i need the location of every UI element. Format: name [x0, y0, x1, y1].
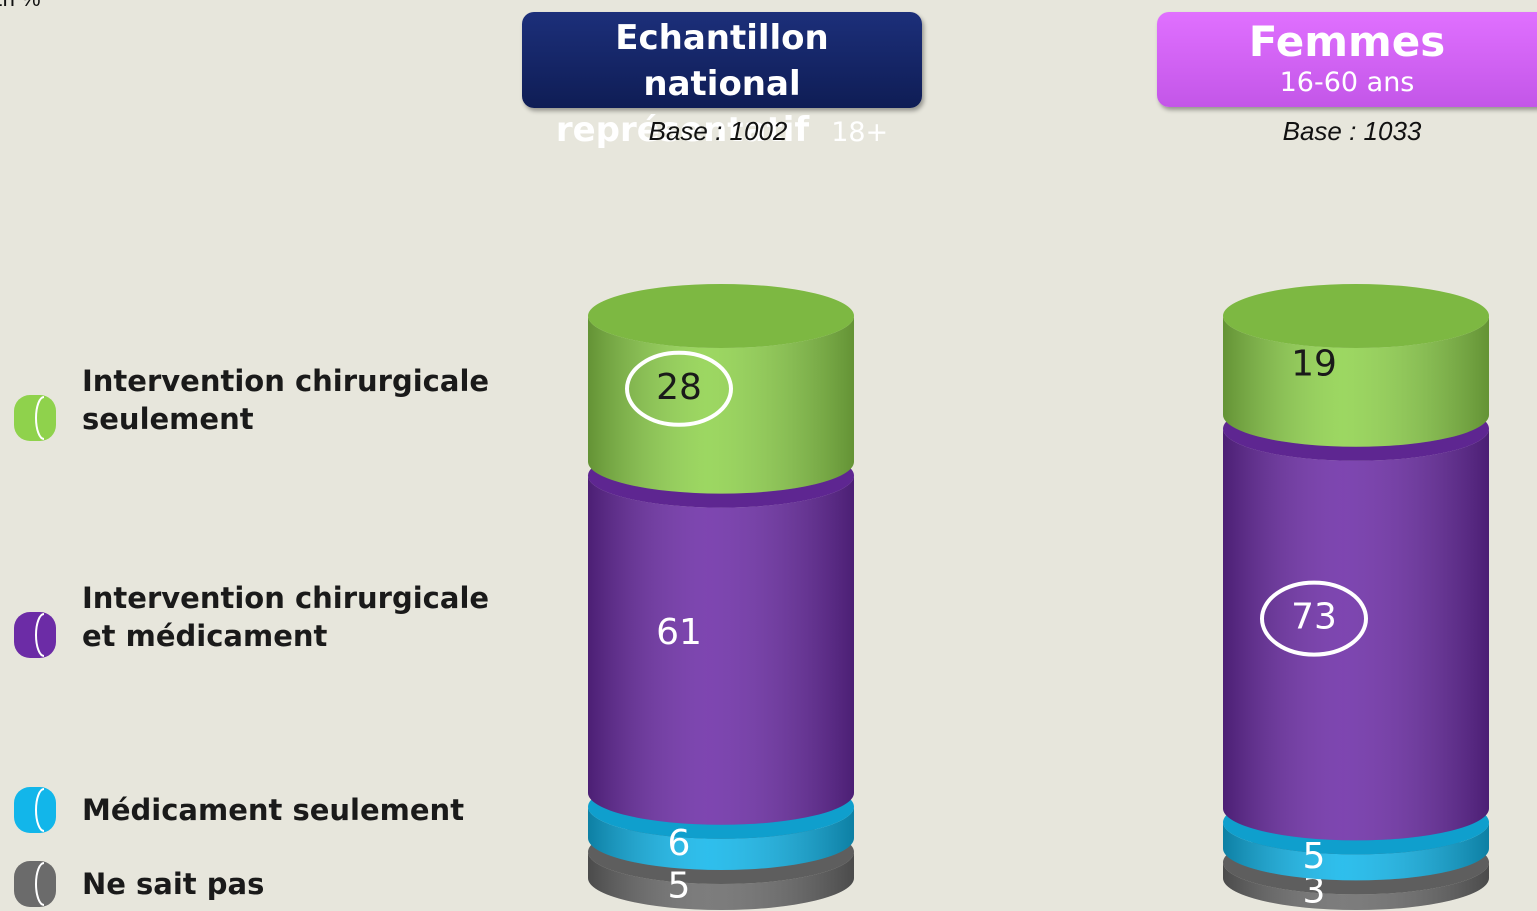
- column-note: 16-60 ans: [1279, 67, 1415, 98]
- shading: [588, 475, 854, 825]
- value-label: 3: [1303, 871, 1326, 911]
- shading: [1223, 822, 1489, 881]
- column-note: 18+: [831, 117, 889, 148]
- legend-entry: Intervention chirurgicale seulement: [82, 364, 490, 436]
- column-title: Echantillon national représentatif: [555, 18, 829, 150]
- legend-entry: Médicament seulement: [82, 793, 465, 827]
- value-label: 5: [1303, 836, 1326, 877]
- shading: [588, 806, 854, 870]
- column-title: Femmes: [1248, 17, 1446, 66]
- shading: [588, 316, 854, 494]
- value-label: 28: [656, 367, 702, 408]
- column-header: Echantillon national représentatif 18+: [522, 12, 922, 150]
- base-note: Base : 1033: [1282, 116, 1422, 146]
- segment-top: [1223, 284, 1489, 348]
- value-label: 19: [1291, 343, 1337, 384]
- value-label: 61: [656, 612, 702, 653]
- legend-icon-edge: [35, 788, 45, 832]
- legend-icon-edge: [35, 396, 45, 440]
- highlight-circle: [1260, 580, 1368, 657]
- shading: [1223, 428, 1489, 841]
- legend-entry: Ne sait pas: [82, 867, 265, 901]
- column-header: Femmes 16-60 ans: [1157, 12, 1537, 107]
- shading: [1223, 862, 1489, 910]
- unit-note: En %: [0, 0, 41, 12]
- shading: [588, 852, 854, 910]
- legend-entry: Intervention chirurgicale et médicament: [82, 581, 490, 653]
- highlight-circle: [625, 350, 733, 427]
- value-label: 5: [668, 865, 691, 906]
- shading: [1223, 316, 1489, 447]
- segment-top-shade: [588, 284, 854, 348]
- value-label: 73: [1291, 597, 1337, 638]
- base-note: Base : 1002: [648, 116, 788, 146]
- segment-top-shade: [1223, 284, 1489, 348]
- segment-top: [588, 284, 854, 348]
- legend-icon-edge: [35, 862, 45, 906]
- legend-icon-edge: [35, 613, 45, 657]
- value-label: 6: [668, 823, 691, 864]
